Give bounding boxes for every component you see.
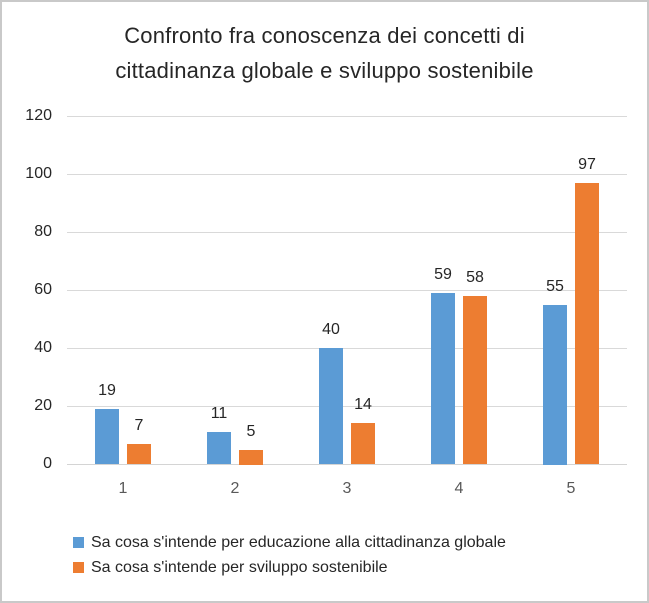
y-tick-label: 60 bbox=[34, 281, 52, 298]
bar-series-1-cat-1[interactable] bbox=[95, 409, 119, 464]
y-tick-label: 100 bbox=[25, 165, 52, 182]
legend-item-series-1[interactable]: Sa cosa s'intende per educazione alla ci… bbox=[73, 530, 506, 555]
y-tick-label: 80 bbox=[34, 223, 52, 240]
bar-series-2-cat-1[interactable] bbox=[127, 444, 151, 464]
value-label: 40 bbox=[322, 321, 340, 338]
x-tick-label: 3 bbox=[342, 480, 352, 497]
bar-series-1-cat-4[interactable] bbox=[431, 293, 455, 464]
gridline bbox=[67, 116, 627, 117]
value-label: 5 bbox=[246, 423, 256, 440]
chart-title: Confronto fra conoscenza dei concetti di… bbox=[2, 18, 647, 88]
y-tick-label: 40 bbox=[34, 339, 52, 356]
legend: Sa cosa s'intende per educazione alla ci… bbox=[73, 530, 506, 580]
y-tick-label: 0 bbox=[43, 455, 52, 472]
x-tick-label: 5 bbox=[566, 480, 576, 497]
bar-series-1-cat-3[interactable] bbox=[319, 348, 343, 464]
gridline bbox=[67, 406, 627, 407]
value-label: 97 bbox=[578, 156, 596, 173]
value-label: 59 bbox=[434, 266, 452, 283]
gridline bbox=[67, 232, 627, 233]
value-label: 7 bbox=[134, 417, 144, 434]
legend-swatch-icon bbox=[73, 537, 84, 548]
bar-series-2-cat-5[interactable] bbox=[575, 183, 599, 464]
chart-title-line-1: Confronto fra conoscenza dei concetti di bbox=[124, 23, 525, 48]
value-label: 14 bbox=[354, 396, 372, 413]
x-tick-label: 4 bbox=[454, 480, 464, 497]
x-tick-label: 2 bbox=[230, 480, 240, 497]
legend-swatch-icon bbox=[73, 562, 84, 573]
legend-item-series-2[interactable]: Sa cosa s'intende per sviluppo sostenibi… bbox=[73, 555, 506, 580]
gridline bbox=[67, 290, 627, 291]
value-label: 11 bbox=[210, 405, 228, 422]
bar-series-1-cat-5[interactable] bbox=[543, 305, 567, 465]
chart-title-line-2: cittadinanza globale e sviluppo sostenib… bbox=[115, 58, 534, 83]
gridline bbox=[67, 174, 627, 175]
bar-series-2-cat-4[interactable] bbox=[463, 296, 487, 464]
gridline bbox=[67, 348, 627, 349]
value-label: 58 bbox=[466, 269, 484, 286]
bar-series-1-cat-2[interactable] bbox=[207, 432, 231, 464]
y-tick-label: 120 bbox=[25, 107, 52, 124]
x-tick-label: 1 bbox=[118, 480, 128, 497]
bar-series-2-cat-3[interactable] bbox=[351, 423, 375, 464]
x-axis-line bbox=[67, 464, 627, 465]
legend-label: Sa cosa s'intende per educazione alla ci… bbox=[91, 533, 506, 551]
value-label: 55 bbox=[546, 278, 564, 295]
bar-series-2-cat-2[interactable] bbox=[239, 450, 263, 465]
legend-label: Sa cosa s'intende per sviluppo sostenibi… bbox=[91, 558, 388, 576]
y-tick-label: 20 bbox=[34, 397, 52, 414]
value-label: 19 bbox=[98, 382, 116, 399]
